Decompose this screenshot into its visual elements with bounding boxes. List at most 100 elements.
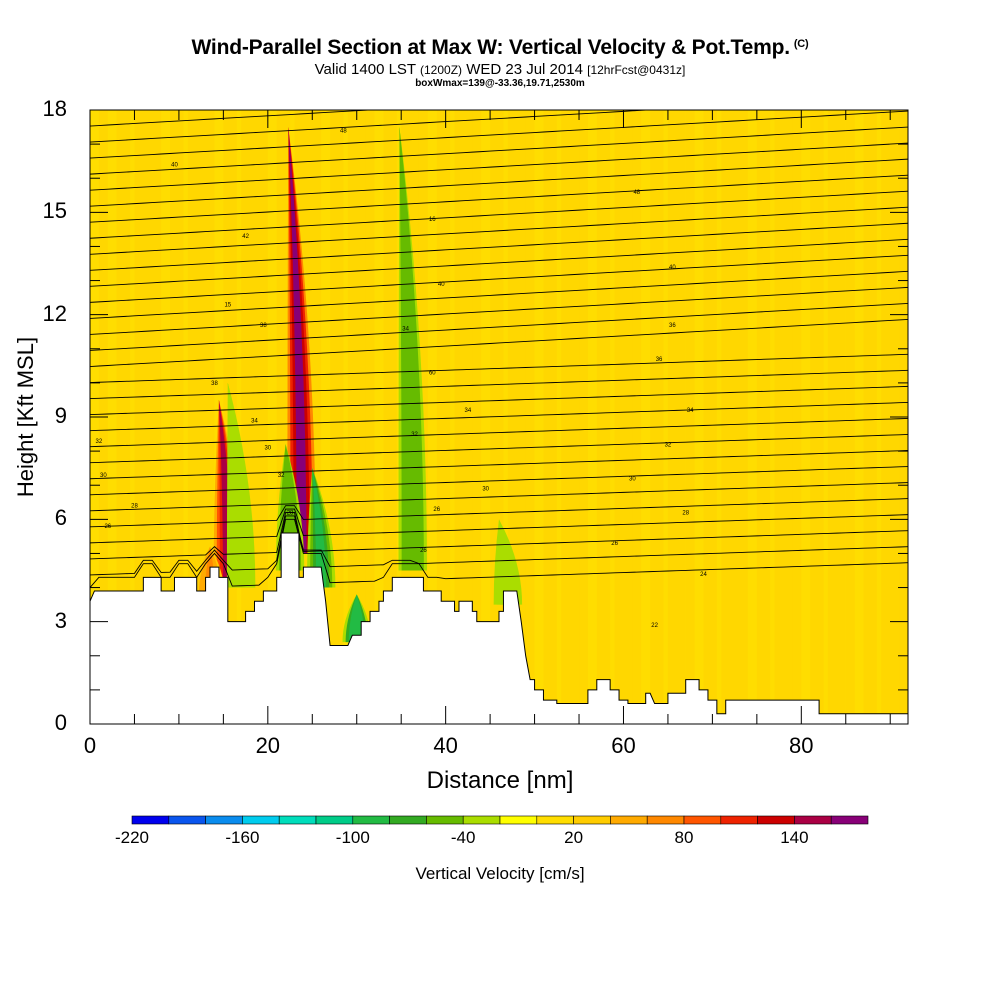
theta-contour <box>90 434 908 464</box>
velocity-shade-streak <box>365 110 375 724</box>
contour-label: 42 <box>242 234 249 240</box>
velocity-column <box>499 519 513 605</box>
theta-contour <box>90 353 908 383</box>
colorbar-label: Vertical Velocity [cm/s] <box>415 864 585 883</box>
y-tick-label: 9 <box>54 403 67 428</box>
y-axis-label: Height [Kft MSL] <box>13 336 38 498</box>
velocity-shade-streak <box>774 110 793 724</box>
colorbar-swatch <box>352 815 390 825</box>
chart-title: Wind-Parallel Section at Max W: Vertical… <box>191 36 809 59</box>
velocity-shade-streak <box>632 110 642 724</box>
velocity-shade-streak <box>347 110 366 724</box>
contour-label: 34 <box>687 408 694 414</box>
contour-label: 32 <box>411 432 418 438</box>
velocity-shade-streak <box>116 110 131 724</box>
theta-contour <box>90 318 908 367</box>
y-tick-label: 18 <box>42 96 67 121</box>
contour-label: 30 <box>100 473 107 479</box>
contour-label: 26 <box>433 507 440 513</box>
velocity-shade-streak <box>667 110 686 724</box>
theta-contour <box>90 206 908 255</box>
theta-contour <box>90 515 908 576</box>
theta-contour <box>90 270 908 319</box>
contour-label: 38 <box>211 381 218 387</box>
colorbar-swatch <box>168 815 206 825</box>
y-tick-label: 0 <box>54 710 67 735</box>
contour-label: 32 <box>665 442 672 448</box>
theta-contour <box>90 222 908 271</box>
axis-ticks <box>89 109 908 725</box>
theta-contour <box>90 508 908 544</box>
colorbar-swatch <box>830 815 869 825</box>
colorbar <box>131 815 869 825</box>
velocity-shade-streak <box>312 110 322 724</box>
theta-contour <box>90 450 908 480</box>
contour-label: 36 <box>656 357 663 363</box>
velocity-shade-streak <box>579 110 588 724</box>
contour-label: 30 <box>482 487 489 493</box>
colorbar-swatch <box>683 815 722 825</box>
velocity-shade-streak <box>525 110 535 724</box>
y-tick-label: 15 <box>42 198 67 224</box>
contour-label: 60 <box>429 371 436 377</box>
y-tick-label: 6 <box>54 505 67 531</box>
velocity-shade-streak <box>205 110 215 724</box>
velocity-shade-streak <box>810 110 824 724</box>
contour-label: 40 <box>438 282 445 288</box>
contour-label: 26 <box>104 524 111 530</box>
contour-label: 24 <box>700 572 707 578</box>
chart-subtitle: Valid 1400 LST (1200Z) WED 23 Jul 2014 [… <box>314 61 686 78</box>
contour-label: 28 <box>287 511 294 517</box>
theta-contours <box>90 110 908 588</box>
theta-contour <box>90 417 908 448</box>
colorbar-tick-label: 20 <box>564 828 584 847</box>
contour-label: 48 <box>340 128 347 134</box>
plot-area: 40 42 48 16 48 15 38 40 40 34 36 38 60 36 34 34 34 32 30 32… <box>90 110 908 724</box>
contour-label: 30 <box>629 476 636 482</box>
velocity-shade-streak <box>383 110 397 724</box>
theta-contour <box>90 498 908 528</box>
velocity-column <box>288 127 307 554</box>
x-tick-label: 80 <box>789 733 814 758</box>
velocity-shade-streak <box>543 110 557 724</box>
theta-contour <box>90 512 908 560</box>
x-tick-label: 0 <box>83 733 97 758</box>
theta-contour <box>90 286 908 335</box>
velocity-shade-streak <box>845 110 855 724</box>
contour-label: 36 <box>669 323 676 329</box>
contour-label: 34 <box>251 418 258 424</box>
colorbar-swatch <box>536 815 574 825</box>
theta-contour <box>90 385 908 416</box>
contour-label: 26 <box>420 548 427 554</box>
velocity-column <box>227 382 247 588</box>
colorbar-swatch <box>757 815 795 825</box>
theta-contour <box>90 174 908 223</box>
x-tick-label: 40 <box>433 733 458 758</box>
colorbar-tick-label: 80 <box>674 828 694 847</box>
theta-contour <box>90 110 377 127</box>
velocity-shade-streak <box>703 110 717 724</box>
colorbar-swatch <box>278 815 317 825</box>
colorbar-tick-label: -220 <box>114 828 150 847</box>
colorbar-swatch <box>205 815 243 825</box>
theta-contour <box>90 110 908 159</box>
velocity-shade-streak <box>454 110 473 724</box>
contour-label: 40 <box>171 163 178 169</box>
theta-contour <box>90 401 908 432</box>
contour-labels: 40 42 48 16 48 15 38 40 40 34 36 38 60 36 34 34 34 32 30 32… <box>96 128 708 629</box>
contour-label: 16 <box>429 217 436 223</box>
x-tick-label: 20 <box>255 733 281 758</box>
velocity-shade-streak <box>756 110 771 724</box>
velocity-shade-streak <box>827 110 846 724</box>
theta-contour <box>90 302 908 351</box>
colorbar-tick-label: -40 <box>450 828 476 847</box>
colorbar-swatch <box>131 815 170 825</box>
contour-label: 32 <box>278 473 285 479</box>
velocity-column <box>399 127 418 571</box>
x-axis-label: Distance [nm] <box>426 767 574 794</box>
theta-contour <box>90 158 908 207</box>
theta-contour <box>90 142 908 191</box>
colorbar-swatch <box>499 815 538 825</box>
contour-label: 30 <box>264 446 271 452</box>
theta-contour <box>90 369 908 400</box>
